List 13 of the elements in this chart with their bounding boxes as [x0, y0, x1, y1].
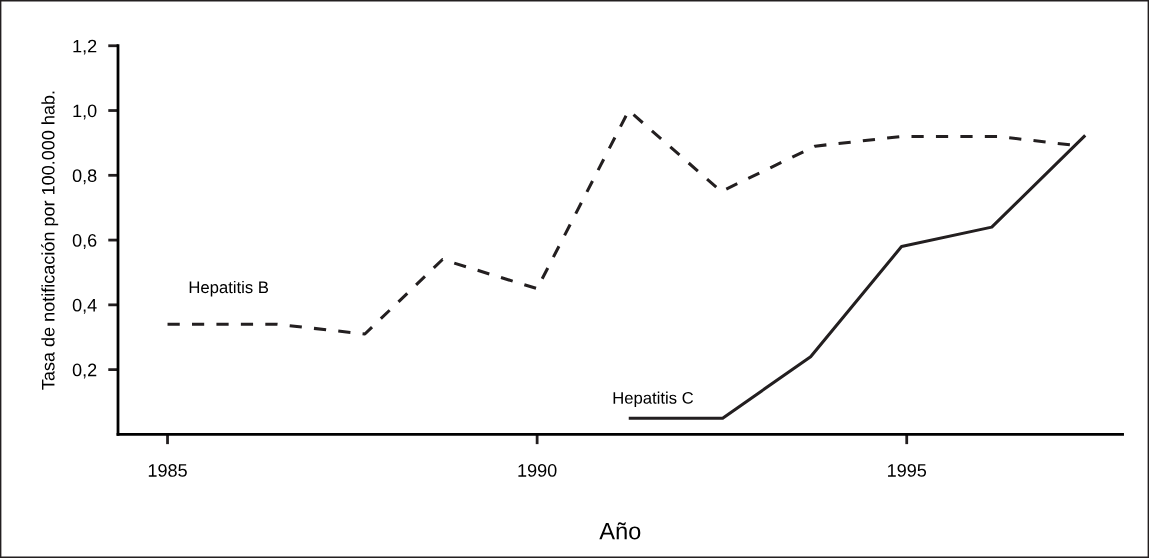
x-tick-label: 1995: [888, 464, 927, 477]
x-axis-title: Año: [599, 522, 641, 540]
y-tick-label: 0,4: [72, 298, 97, 314]
series-label: Hepatitis B: [189, 280, 269, 297]
y-axis-title: Tasa de notificación por 100.000 hab.: [41, 91, 59, 390]
y-tick-label: 0,2: [72, 363, 97, 379]
x-tick-label: 1985: [148, 464, 187, 477]
x-tick-label: 1990: [518, 464, 557, 477]
y-tick-label: 1,0: [73, 104, 97, 120]
y-tick-label: 1,2: [73, 39, 97, 55]
series-label: Hepatitis C: [613, 391, 694, 408]
y-tick-label: 0,8: [72, 169, 97, 185]
y-tick-label: 0,6: [72, 234, 97, 249]
